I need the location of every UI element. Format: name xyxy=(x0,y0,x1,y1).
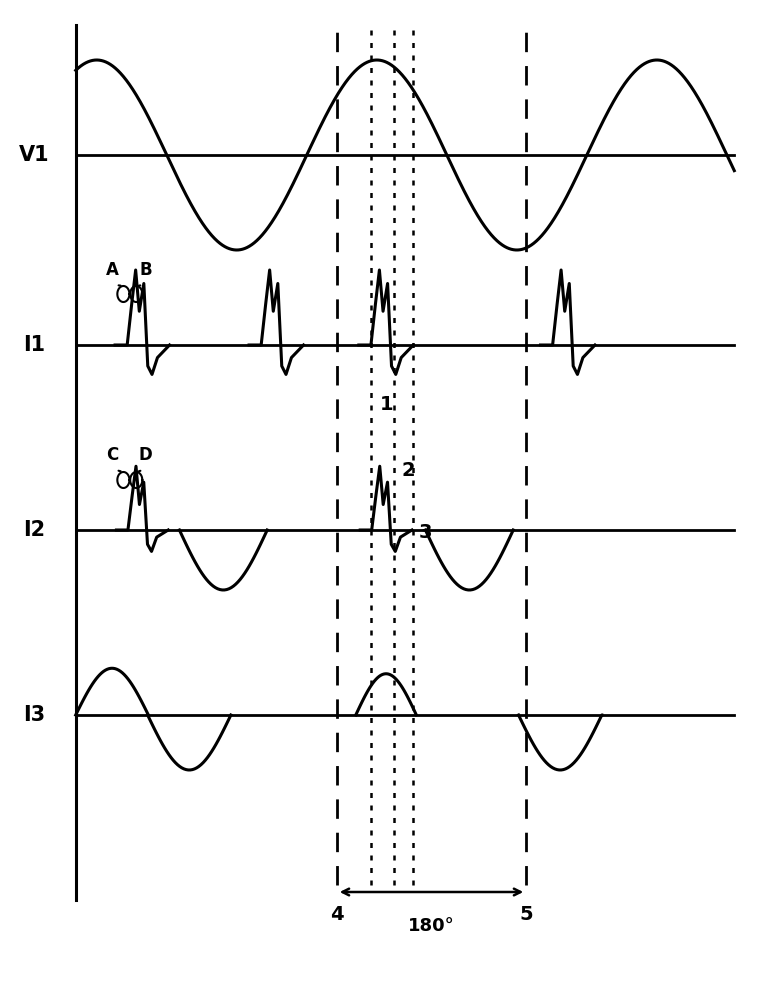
Text: A: A xyxy=(105,261,119,279)
Text: C: C xyxy=(106,446,118,464)
Text: 3: 3 xyxy=(419,522,432,542)
Text: 5: 5 xyxy=(519,906,533,924)
Text: 180°: 180° xyxy=(408,917,455,935)
Text: 4: 4 xyxy=(330,906,344,924)
Text: I1: I1 xyxy=(23,335,45,355)
Text: V1: V1 xyxy=(19,145,49,165)
Text: 2: 2 xyxy=(401,460,415,480)
Text: 1: 1 xyxy=(380,395,394,414)
Text: I3: I3 xyxy=(23,705,45,725)
Text: B: B xyxy=(139,261,151,279)
Text: D: D xyxy=(139,446,152,464)
Text: I2: I2 xyxy=(23,520,45,540)
